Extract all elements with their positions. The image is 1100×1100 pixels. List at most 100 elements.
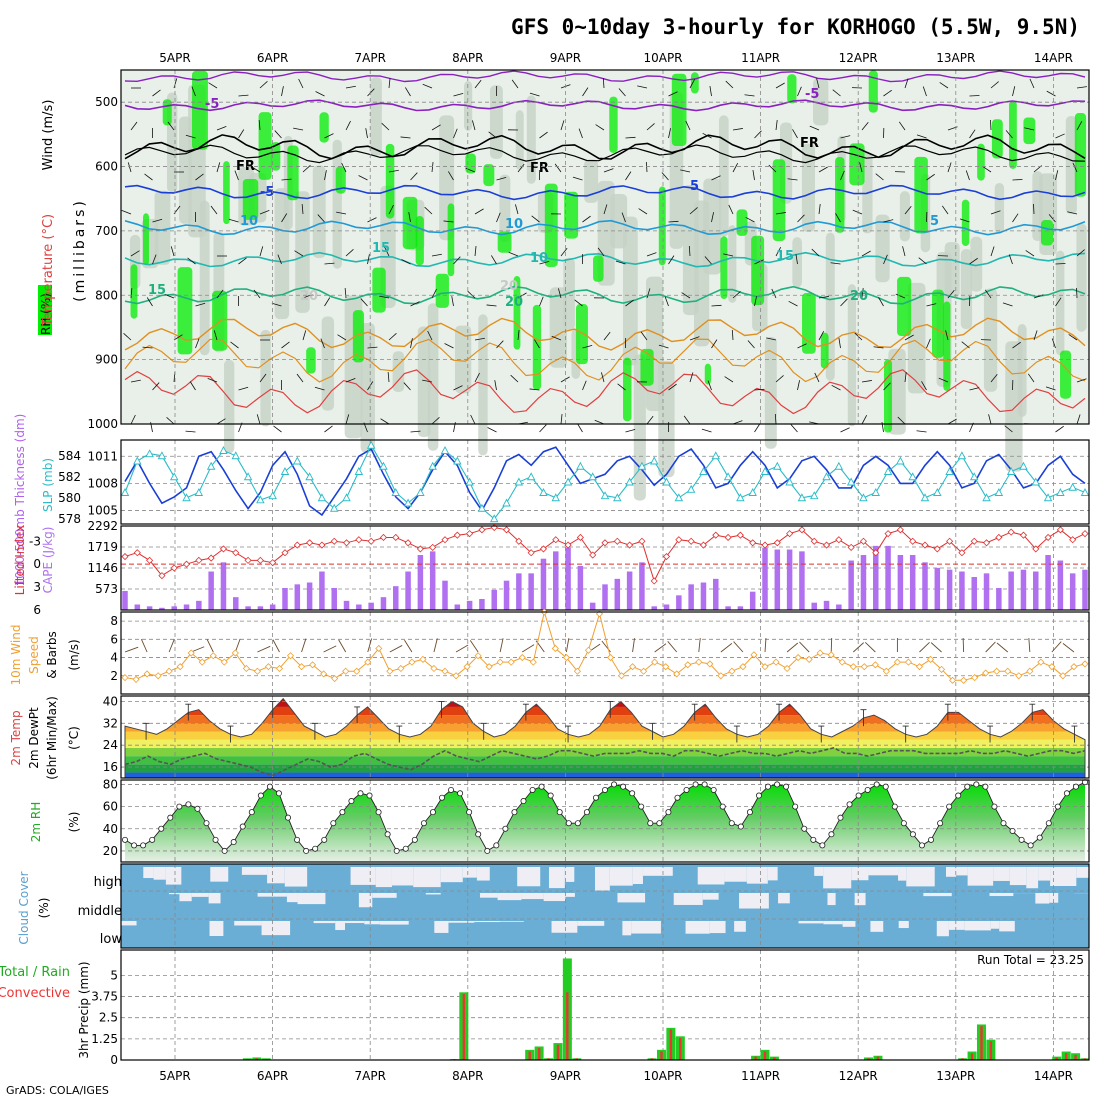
wind-barb	[1005, 130, 1013, 139]
rh2m-marker	[312, 845, 319, 852]
rh2m-marker	[801, 825, 808, 832]
y-tick-label: 60	[103, 800, 118, 814]
wind-barb	[496, 212, 501, 223]
rh-shade-blob	[970, 236, 983, 292]
lifted-index-marker	[872, 549, 880, 557]
isotherm-label: 10	[530, 251, 548, 266]
panel-frame	[120, 611, 1090, 695]
wind-barb	[816, 78, 820, 89]
cape-bar	[122, 590, 128, 610]
wind10m-barb	[323, 645, 337, 653]
wind-barb	[302, 165, 311, 173]
cape-bar	[848, 560, 854, 610]
date-tick-label: 6APR	[257, 51, 288, 65]
wind-barb	[474, 246, 477, 257]
rh-moist-blob	[372, 267, 386, 313]
rh-moist-blob	[1023, 117, 1036, 145]
isotherm-label: 10	[240, 214, 258, 229]
wind-barb	[711, 212, 714, 223]
rh-moist-blob	[143, 213, 150, 266]
wind-barb	[990, 246, 995, 257]
wind-barb	[646, 123, 655, 131]
y-tick-label: 24	[103, 738, 118, 752]
wind-barb	[431, 417, 440, 425]
wind-barb	[529, 92, 540, 97]
wind-barb	[189, 381, 196, 391]
wind-barb	[883, 254, 888, 265]
wind10m-barb	[565, 638, 570, 653]
wind-barb	[938, 377, 949, 383]
rh2m-marker	[239, 823, 246, 830]
cloud-clear-block	[179, 893, 192, 902]
wind-barb	[840, 135, 851, 139]
y-tick-label: 600	[95, 160, 118, 174]
thickness-marker	[440, 446, 450, 454]
wind-barb	[539, 131, 548, 139]
wind-barb	[1055, 133, 1065, 139]
rh2m-marker	[765, 783, 772, 790]
thickness-marker	[674, 493, 684, 502]
thickness-marker	[576, 461, 585, 470]
rh-shade-blob	[1076, 223, 1087, 332]
wind-barb	[754, 130, 762, 139]
y-tick-label: 2.5	[99, 1011, 118, 1025]
wind-barb	[965, 170, 970, 181]
wind-barb	[754, 296, 757, 307]
rh-moist-blob	[319, 112, 329, 143]
cape-bar	[688, 584, 694, 610]
rh-shade-blob	[489, 85, 503, 159]
wind10m-label-a: 10m Wind	[9, 625, 23, 686]
rh2m-marker	[484, 847, 491, 854]
thickness-marker	[342, 493, 351, 502]
lifted-index-marker	[355, 536, 363, 544]
cloud-clear-block	[234, 921, 262, 926]
isotherm-label: FR	[236, 159, 255, 174]
wind-barb	[388, 204, 394, 215]
y-tick-label: 0	[110, 1053, 118, 1067]
wind10m-marker	[408, 658, 416, 666]
lifted-index-marker	[342, 539, 351, 547]
wind-barb	[345, 414, 350, 425]
temp-band	[125, 706, 1085, 716]
precip-conv-bar	[1055, 1057, 1058, 1060]
rh2m-marker	[203, 820, 210, 827]
wind-barb	[281, 86, 284, 97]
wind-barb	[988, 414, 992, 425]
wind10m-marker	[606, 653, 615, 662]
wind10m-barb	[168, 638, 175, 653]
wind-barb	[658, 344, 669, 349]
cloud-clear-block	[814, 867, 824, 876]
wind10m-marker	[1004, 667, 1012, 675]
cape-bar	[774, 549, 781, 610]
rh-moist-blob	[609, 96, 618, 153]
rh2m-marker	[194, 805, 201, 812]
wind-barb	[818, 204, 821, 215]
rh-moist-blob	[977, 143, 985, 181]
wind-barb	[704, 256, 712, 265]
cloud-clear-block	[577, 921, 605, 926]
lifted-index-marker	[330, 537, 338, 545]
wind10m-barb	[733, 641, 744, 653]
cloud-clear-block	[967, 867, 994, 886]
cloud-clear-block	[702, 893, 719, 900]
wind-barb	[560, 120, 565, 131]
rh2m-marker	[429, 809, 436, 816]
cloud-clear-block	[685, 921, 710, 934]
thickness-marker	[502, 498, 511, 507]
precip-conv-bar	[462, 994, 466, 1060]
wind10m-marker	[375, 644, 383, 653]
thickness-marker	[317, 493, 327, 502]
wind-barb	[572, 176, 583, 181]
y-tick-label: 32	[103, 716, 118, 730]
rh2m-marker	[882, 783, 889, 790]
wind-barb	[367, 88, 375, 97]
rh-moist-blob	[772, 159, 786, 242]
rh-shade-blob	[801, 143, 816, 232]
rh2m-marker	[692, 781, 699, 788]
cape-bar	[700, 582, 707, 610]
wind10m-marker	[132, 675, 140, 683]
rh2m-marker	[339, 809, 346, 816]
cape-bar	[405, 571, 411, 610]
lifted-index-marker	[662, 552, 671, 561]
wind10m-barb	[667, 640, 678, 653]
